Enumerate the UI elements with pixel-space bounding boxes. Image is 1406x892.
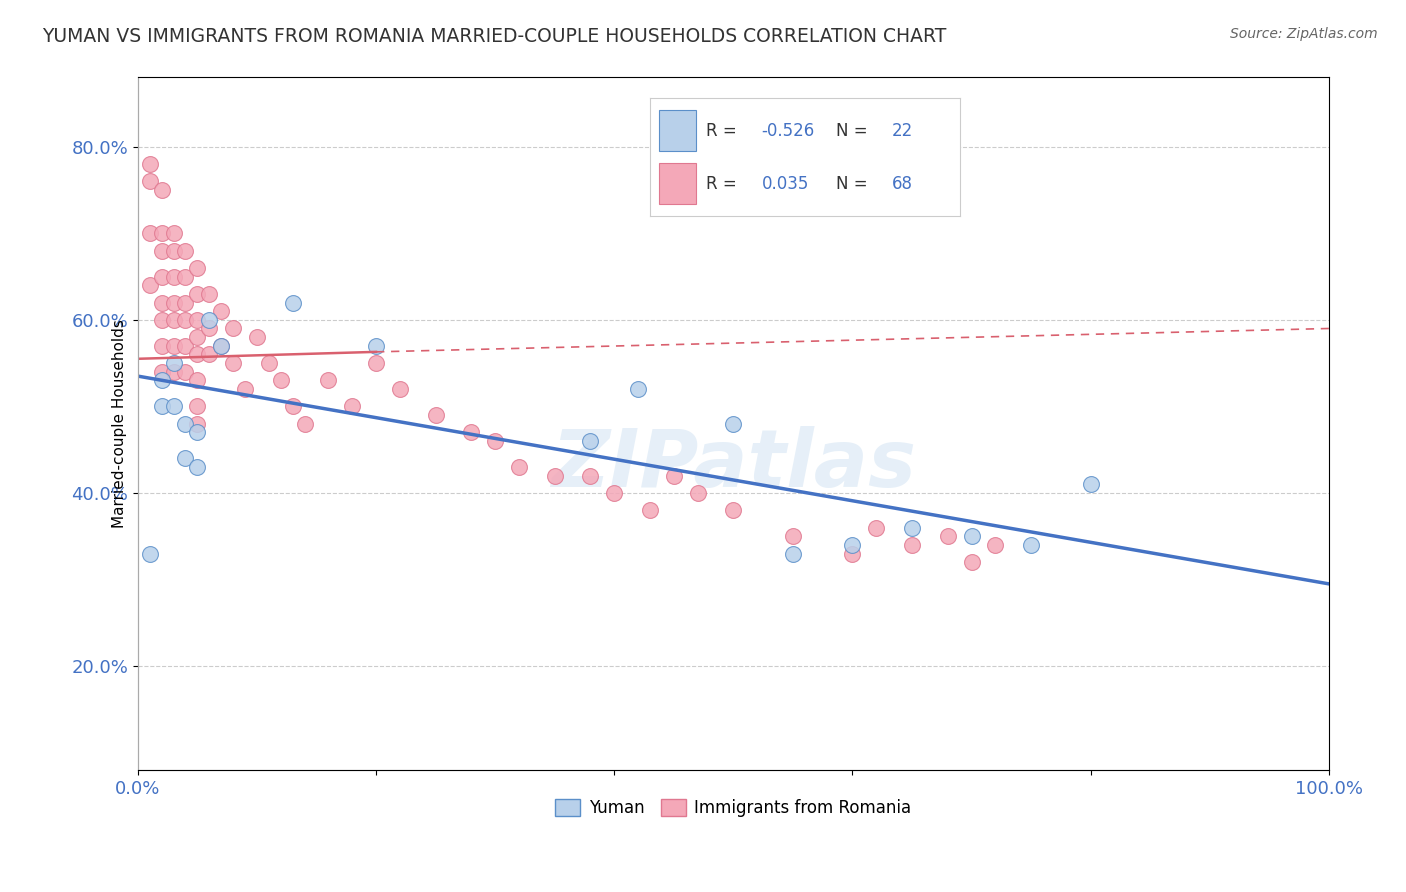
Point	[209, 304, 232, 318]
Point	[162, 269, 184, 284]
Point	[162, 295, 184, 310]
Point	[364, 356, 387, 370]
Point	[579, 468, 602, 483]
Point	[150, 365, 173, 379]
Point	[198, 313, 221, 327]
Point	[162, 356, 184, 370]
Point	[162, 400, 184, 414]
Point	[186, 425, 208, 440]
Point	[150, 373, 173, 387]
Point	[425, 408, 447, 422]
Point	[162, 244, 184, 258]
Point	[174, 295, 197, 310]
Point	[984, 538, 1007, 552]
Point	[174, 365, 197, 379]
Point	[841, 547, 863, 561]
Point	[544, 468, 567, 483]
Point	[150, 313, 173, 327]
Point	[686, 486, 709, 500]
Point	[901, 538, 924, 552]
Point	[139, 227, 162, 241]
Point	[388, 382, 411, 396]
Point	[186, 460, 208, 475]
Point	[901, 520, 924, 534]
Point	[508, 460, 530, 475]
Point	[186, 400, 208, 414]
Point	[638, 503, 661, 517]
Point	[139, 547, 162, 561]
Point	[782, 529, 804, 543]
Point	[198, 321, 221, 335]
Point	[186, 286, 208, 301]
Point	[364, 339, 387, 353]
Point	[162, 339, 184, 353]
Point	[150, 244, 173, 258]
Point	[174, 313, 197, 327]
Point	[150, 400, 173, 414]
Point	[162, 365, 184, 379]
Point	[960, 529, 983, 543]
Point	[209, 339, 232, 353]
Point	[186, 347, 208, 361]
Text: Source: ZipAtlas.com: Source: ZipAtlas.com	[1230, 27, 1378, 41]
Point	[150, 339, 173, 353]
Point	[139, 174, 162, 188]
Point	[723, 417, 745, 431]
Point	[174, 269, 197, 284]
Point	[139, 157, 162, 171]
Point	[281, 400, 304, 414]
Point	[723, 503, 745, 517]
Point	[162, 313, 184, 327]
Point	[662, 468, 685, 483]
Point	[198, 286, 221, 301]
Point	[150, 269, 173, 284]
Point	[174, 244, 197, 258]
Point	[174, 451, 197, 466]
Point	[936, 529, 959, 543]
Point	[1080, 477, 1102, 491]
Legend: Yuman, Immigrants from Romania: Yuman, Immigrants from Romania	[548, 792, 918, 824]
Point	[186, 417, 208, 431]
Point	[257, 356, 280, 370]
Text: ZIPatlas: ZIPatlas	[551, 426, 915, 504]
Point	[460, 425, 482, 440]
Point	[186, 373, 208, 387]
Point	[233, 382, 256, 396]
Point	[222, 356, 245, 370]
Point	[281, 295, 304, 310]
Point	[198, 347, 221, 361]
Point	[186, 330, 208, 344]
Point	[294, 417, 316, 431]
Point	[603, 486, 626, 500]
Point	[782, 547, 804, 561]
Point	[174, 417, 197, 431]
Point	[186, 260, 208, 275]
Point	[150, 183, 173, 197]
Point	[222, 321, 245, 335]
Point	[150, 227, 173, 241]
Point	[139, 278, 162, 293]
Point	[162, 227, 184, 241]
Point	[627, 382, 650, 396]
Point	[186, 313, 208, 327]
Y-axis label: Married-couple Households: Married-couple Households	[111, 319, 127, 528]
Point	[865, 520, 887, 534]
Point	[150, 295, 173, 310]
Point	[484, 434, 506, 448]
Point	[1019, 538, 1042, 552]
Point	[342, 400, 364, 414]
Point	[960, 555, 983, 569]
Point	[174, 339, 197, 353]
Text: YUMAN VS IMMIGRANTS FROM ROMANIA MARRIED-COUPLE HOUSEHOLDS CORRELATION CHART: YUMAN VS IMMIGRANTS FROM ROMANIA MARRIED…	[42, 27, 946, 45]
Point	[209, 339, 232, 353]
Point	[246, 330, 269, 344]
Point	[579, 434, 602, 448]
Point	[270, 373, 292, 387]
Point	[318, 373, 340, 387]
Point	[841, 538, 863, 552]
